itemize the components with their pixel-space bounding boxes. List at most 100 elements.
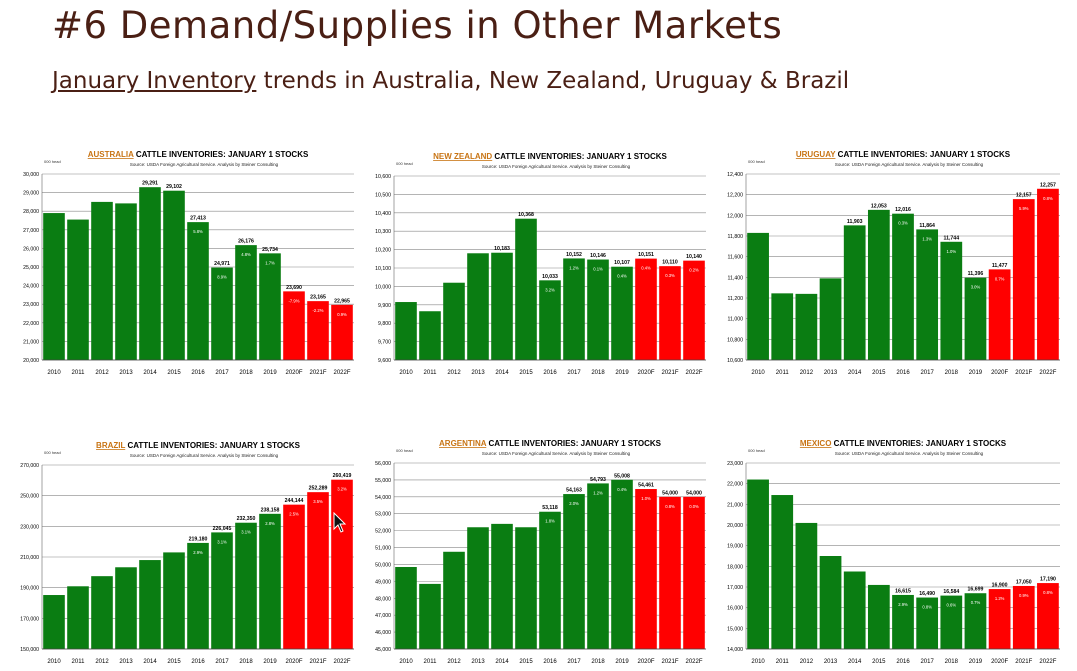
bar-2020F [283, 504, 305, 649]
x-tick-label: 2015 [519, 659, 533, 665]
pct-label: 5.8% [193, 229, 203, 234]
value-label: 55,008 [614, 473, 630, 479]
x-tick-label: 2020F [991, 370, 1008, 376]
chart-svg: AUSTRALIA CATTLE INVENTORIES: JANUARY 1 … [23, 150, 354, 376]
x-tick-label: 2011 [72, 370, 86, 376]
slide-title: #6 Demand/Supplies in Other Markets [52, 4, 783, 47]
y-tick-label: 10,200 [375, 248, 391, 254]
bar-2012 [91, 201, 113, 360]
bar-2019 [259, 253, 281, 360]
x-tick-label: 2022F [685, 370, 702, 376]
y-tick-label: 9,600 [378, 358, 391, 364]
value-label: 12,257 [1040, 182, 1056, 188]
x-tick-label: 2013 [824, 659, 838, 665]
bar-2016 [187, 542, 209, 649]
x-tick-label: 2021F [661, 659, 678, 665]
y-tick-label: 52,000 [375, 529, 391, 535]
chart-source: Source: USDA Foreign Agricultural Servic… [130, 162, 279, 167]
unit-label: 000 head [44, 450, 61, 455]
y-tick-label: 11,400 [728, 275, 744, 281]
pct-label: 1.7% [265, 260, 275, 265]
pct-label: 0.4% [617, 274, 627, 279]
bar-2014 [491, 523, 513, 649]
y-tick-label: 53,000 [375, 512, 391, 518]
value-label: 10,107 [614, 260, 630, 266]
unit-label: 000 head [748, 159, 765, 164]
x-tick-label: 2011 [776, 370, 790, 376]
y-tick-label: 9,900 [378, 303, 391, 309]
pct-label: 2.5% [289, 512, 299, 517]
value-label: 16,615 [895, 588, 911, 594]
bar-2013 [115, 567, 137, 649]
bar-2020F [988, 589, 1011, 649]
x-tick-label: 2012 [95, 370, 109, 376]
y-tick-label: 270,000 [20, 463, 39, 469]
bar-2020F [635, 489, 657, 649]
bar-2019 [611, 479, 633, 649]
value-label: 17,050 [1016, 579, 1032, 585]
pct-label: 2.0% [569, 501, 579, 506]
x-tick-label: 2018 [239, 659, 253, 665]
x-tick-label: 2017 [215, 659, 229, 665]
y-tick-label: 16,000 [727, 606, 743, 612]
y-tick-label: 10,300 [375, 229, 391, 235]
bar-2010 [747, 479, 769, 649]
chart-title-rest: CATTLE INVENTORIES: JANUARY 1 STOCKS [125, 441, 300, 450]
bar-2014 [843, 571, 866, 649]
x-tick-label: 2022F [1039, 370, 1056, 376]
bar-2014 [139, 560, 161, 649]
y-tick-label: 9,800 [378, 321, 391, 327]
x-tick-label: 2022F [685, 659, 702, 665]
bar-2016 [892, 594, 914, 649]
chart-australia: AUSTRALIA CATTLE INVENTORIES: JANUARY 1 … [8, 146, 358, 380]
bar-2011 [67, 586, 89, 649]
bar-2015 [163, 552, 185, 649]
x-tick-label: 2013 [119, 659, 133, 665]
chart-title: AUSTRALIA CATTLE INVENTORIES: JANUARY 1 … [88, 150, 309, 159]
chart-source: Source: USDA Foreign Agricultural Servic… [130, 453, 279, 458]
x-tick-label: 2012 [447, 370, 461, 376]
bar-2011 [771, 293, 794, 360]
cursor-arrow-icon [333, 511, 347, 539]
bar-2012 [443, 282, 465, 360]
pct-label: 0.0% [689, 504, 699, 509]
x-tick-label: 2014 [495, 659, 509, 665]
x-tick-label: 2017 [567, 659, 581, 665]
bar-2022F [331, 479, 353, 649]
value-label: 23,165 [310, 295, 326, 301]
bar-2011 [419, 583, 441, 649]
bar-2022F [683, 496, 705, 649]
x-tick-label: 2018 [239, 370, 253, 376]
value-label: 27,413 [190, 216, 206, 222]
x-tick-label: 2016 [896, 659, 910, 665]
y-tick-label: 26,000 [23, 246, 39, 252]
bar-2010 [43, 213, 65, 360]
pct-label: 0.7% [971, 600, 981, 605]
chart-title: NEW ZEALAND CATTLE INVENTORIES: JANUARY … [433, 152, 667, 161]
x-tick-label: 2011 [424, 659, 438, 665]
x-tick-label: 2016 [191, 659, 205, 665]
bar-2022F [1037, 583, 1059, 649]
bar-2014 [843, 225, 866, 360]
value-label: 54,461 [638, 483, 654, 489]
chart-title-country: AUSTRALIA [88, 150, 134, 159]
y-tick-label: 14,000 [727, 647, 743, 653]
bar-2021F [307, 301, 329, 360]
x-tick-label: 2014 [143, 659, 157, 665]
pct-label: 1.0% [947, 249, 957, 254]
bar-2016 [892, 213, 914, 360]
x-tick-label: 2018 [945, 370, 959, 376]
pct-label: 0.8% [1043, 196, 1053, 201]
y-tick-label: 23,000 [23, 302, 39, 308]
value-label: 232,350 [237, 516, 256, 522]
pct-label: 3.2% [337, 487, 347, 492]
y-tick-label: 45,000 [375, 647, 391, 653]
chart-new-zealand: NEW ZEALAND CATTLE INVENTORIES: JANUARY … [360, 148, 710, 380]
value-label: 54,000 [662, 490, 678, 496]
chart-title-rest: CATTLE INVENTORIES: JANUARY 1 STOCKS [492, 152, 667, 161]
pct-label: 5.9% [1019, 206, 1029, 211]
value-label: 244,144 [285, 498, 304, 504]
bar-2019 [964, 277, 987, 360]
x-tick-label: 2021F [1015, 370, 1032, 376]
bar-2015 [515, 527, 537, 649]
